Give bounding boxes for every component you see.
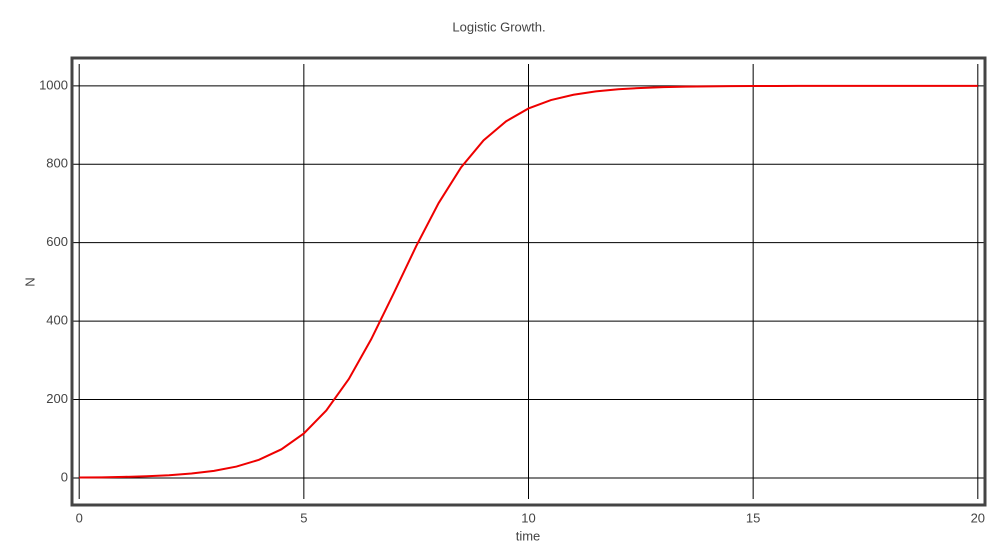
y-tick-label: 400 xyxy=(46,313,68,328)
plot-frame xyxy=(70,56,987,507)
x-tick-label: 20 xyxy=(971,510,985,525)
data-line xyxy=(79,84,978,479)
x-tick-label: 0 xyxy=(76,510,83,525)
y-axis-label: N xyxy=(22,277,37,286)
x-tick-label: 15 xyxy=(746,510,760,525)
y-tick-label: 200 xyxy=(46,391,68,406)
y-tick-label: 800 xyxy=(46,156,68,171)
y-tick-label: 0 xyxy=(61,469,68,484)
x-axis-label: time xyxy=(516,528,541,543)
chart-title: Logistic Growth. xyxy=(452,19,545,34)
x-tick-label: 5 xyxy=(300,510,307,525)
x-tick-label: 10 xyxy=(521,510,535,525)
y-tick-label: 600 xyxy=(46,234,68,249)
y-tick-label: 1000 xyxy=(39,77,68,92)
